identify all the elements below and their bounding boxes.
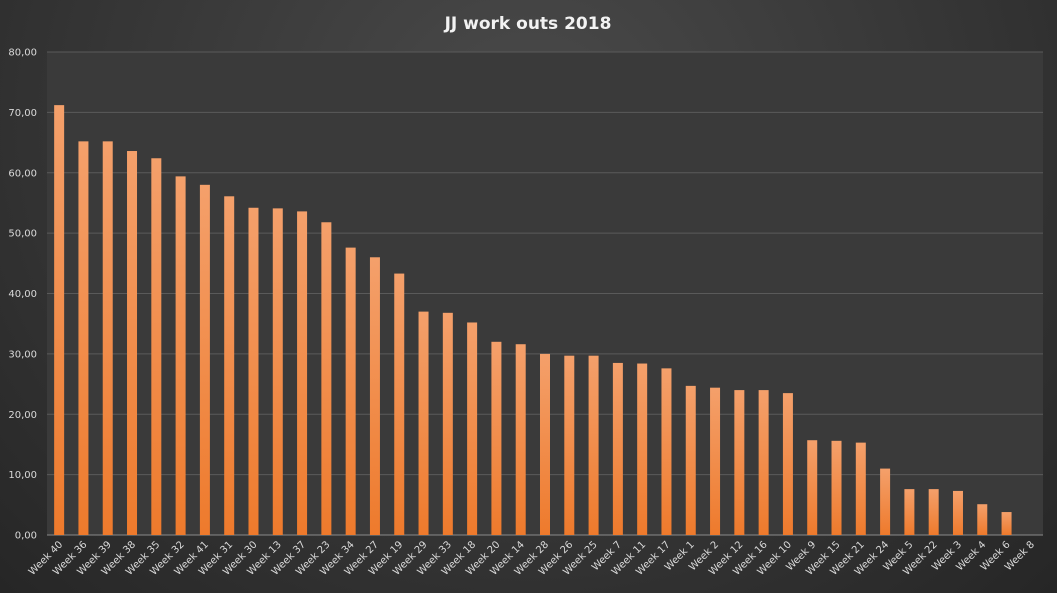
bar [321, 222, 332, 535]
bar [661, 368, 672, 535]
bar [880, 468, 891, 535]
bar [491, 341, 502, 535]
bar [369, 257, 380, 535]
bar [612, 362, 623, 535]
y-tick-label: 0,00 [15, 531, 37, 542]
bar [175, 176, 186, 535]
bar [734, 390, 745, 535]
y-tick-label: 70,00 [8, 108, 37, 119]
bar [831, 440, 842, 535]
bar [782, 393, 793, 535]
bar [418, 311, 429, 535]
bar [588, 355, 599, 535]
bar [54, 105, 65, 535]
bar [904, 489, 915, 535]
y-tick-label: 20,00 [8, 410, 37, 421]
bar [685, 385, 696, 535]
bar [928, 489, 939, 535]
bar [297, 211, 308, 535]
bar [758, 390, 769, 535]
bar [710, 387, 721, 535]
y-tick-label: 10,00 [8, 470, 37, 481]
bar [977, 504, 988, 535]
bar [952, 490, 963, 535]
y-tick-label: 30,00 [8, 349, 37, 360]
bar [345, 247, 356, 536]
chart-title: JJ work outs 2018 [444, 14, 612, 34]
bar [127, 151, 138, 535]
bar [224, 196, 235, 535]
y-tick-label: 40,00 [8, 289, 37, 300]
bar [515, 344, 526, 535]
bar [78, 141, 89, 536]
bar [564, 355, 575, 535]
bar [394, 273, 405, 535]
bar [442, 312, 453, 535]
bar [855, 442, 866, 535]
bar [540, 353, 550, 535]
bar [248, 207, 259, 535]
y-tick-label: 60,00 [8, 168, 37, 179]
y-tick-label: 80,00 [8, 48, 37, 59]
y-axis-ticks: 0,00 10,00 20,00 30,00 40,00 50,00 60,00 70,00 8… [8, 48, 37, 542]
bar [807, 440, 818, 535]
y-tick-label: 50,00 [8, 229, 37, 240]
bar [467, 322, 478, 535]
bar [199, 184, 210, 535]
bar [102, 141, 113, 536]
bars [54, 105, 1012, 536]
bar [272, 208, 283, 535]
bar [637, 363, 648, 535]
bar [151, 158, 162, 535]
bar [1001, 512, 1012, 535]
